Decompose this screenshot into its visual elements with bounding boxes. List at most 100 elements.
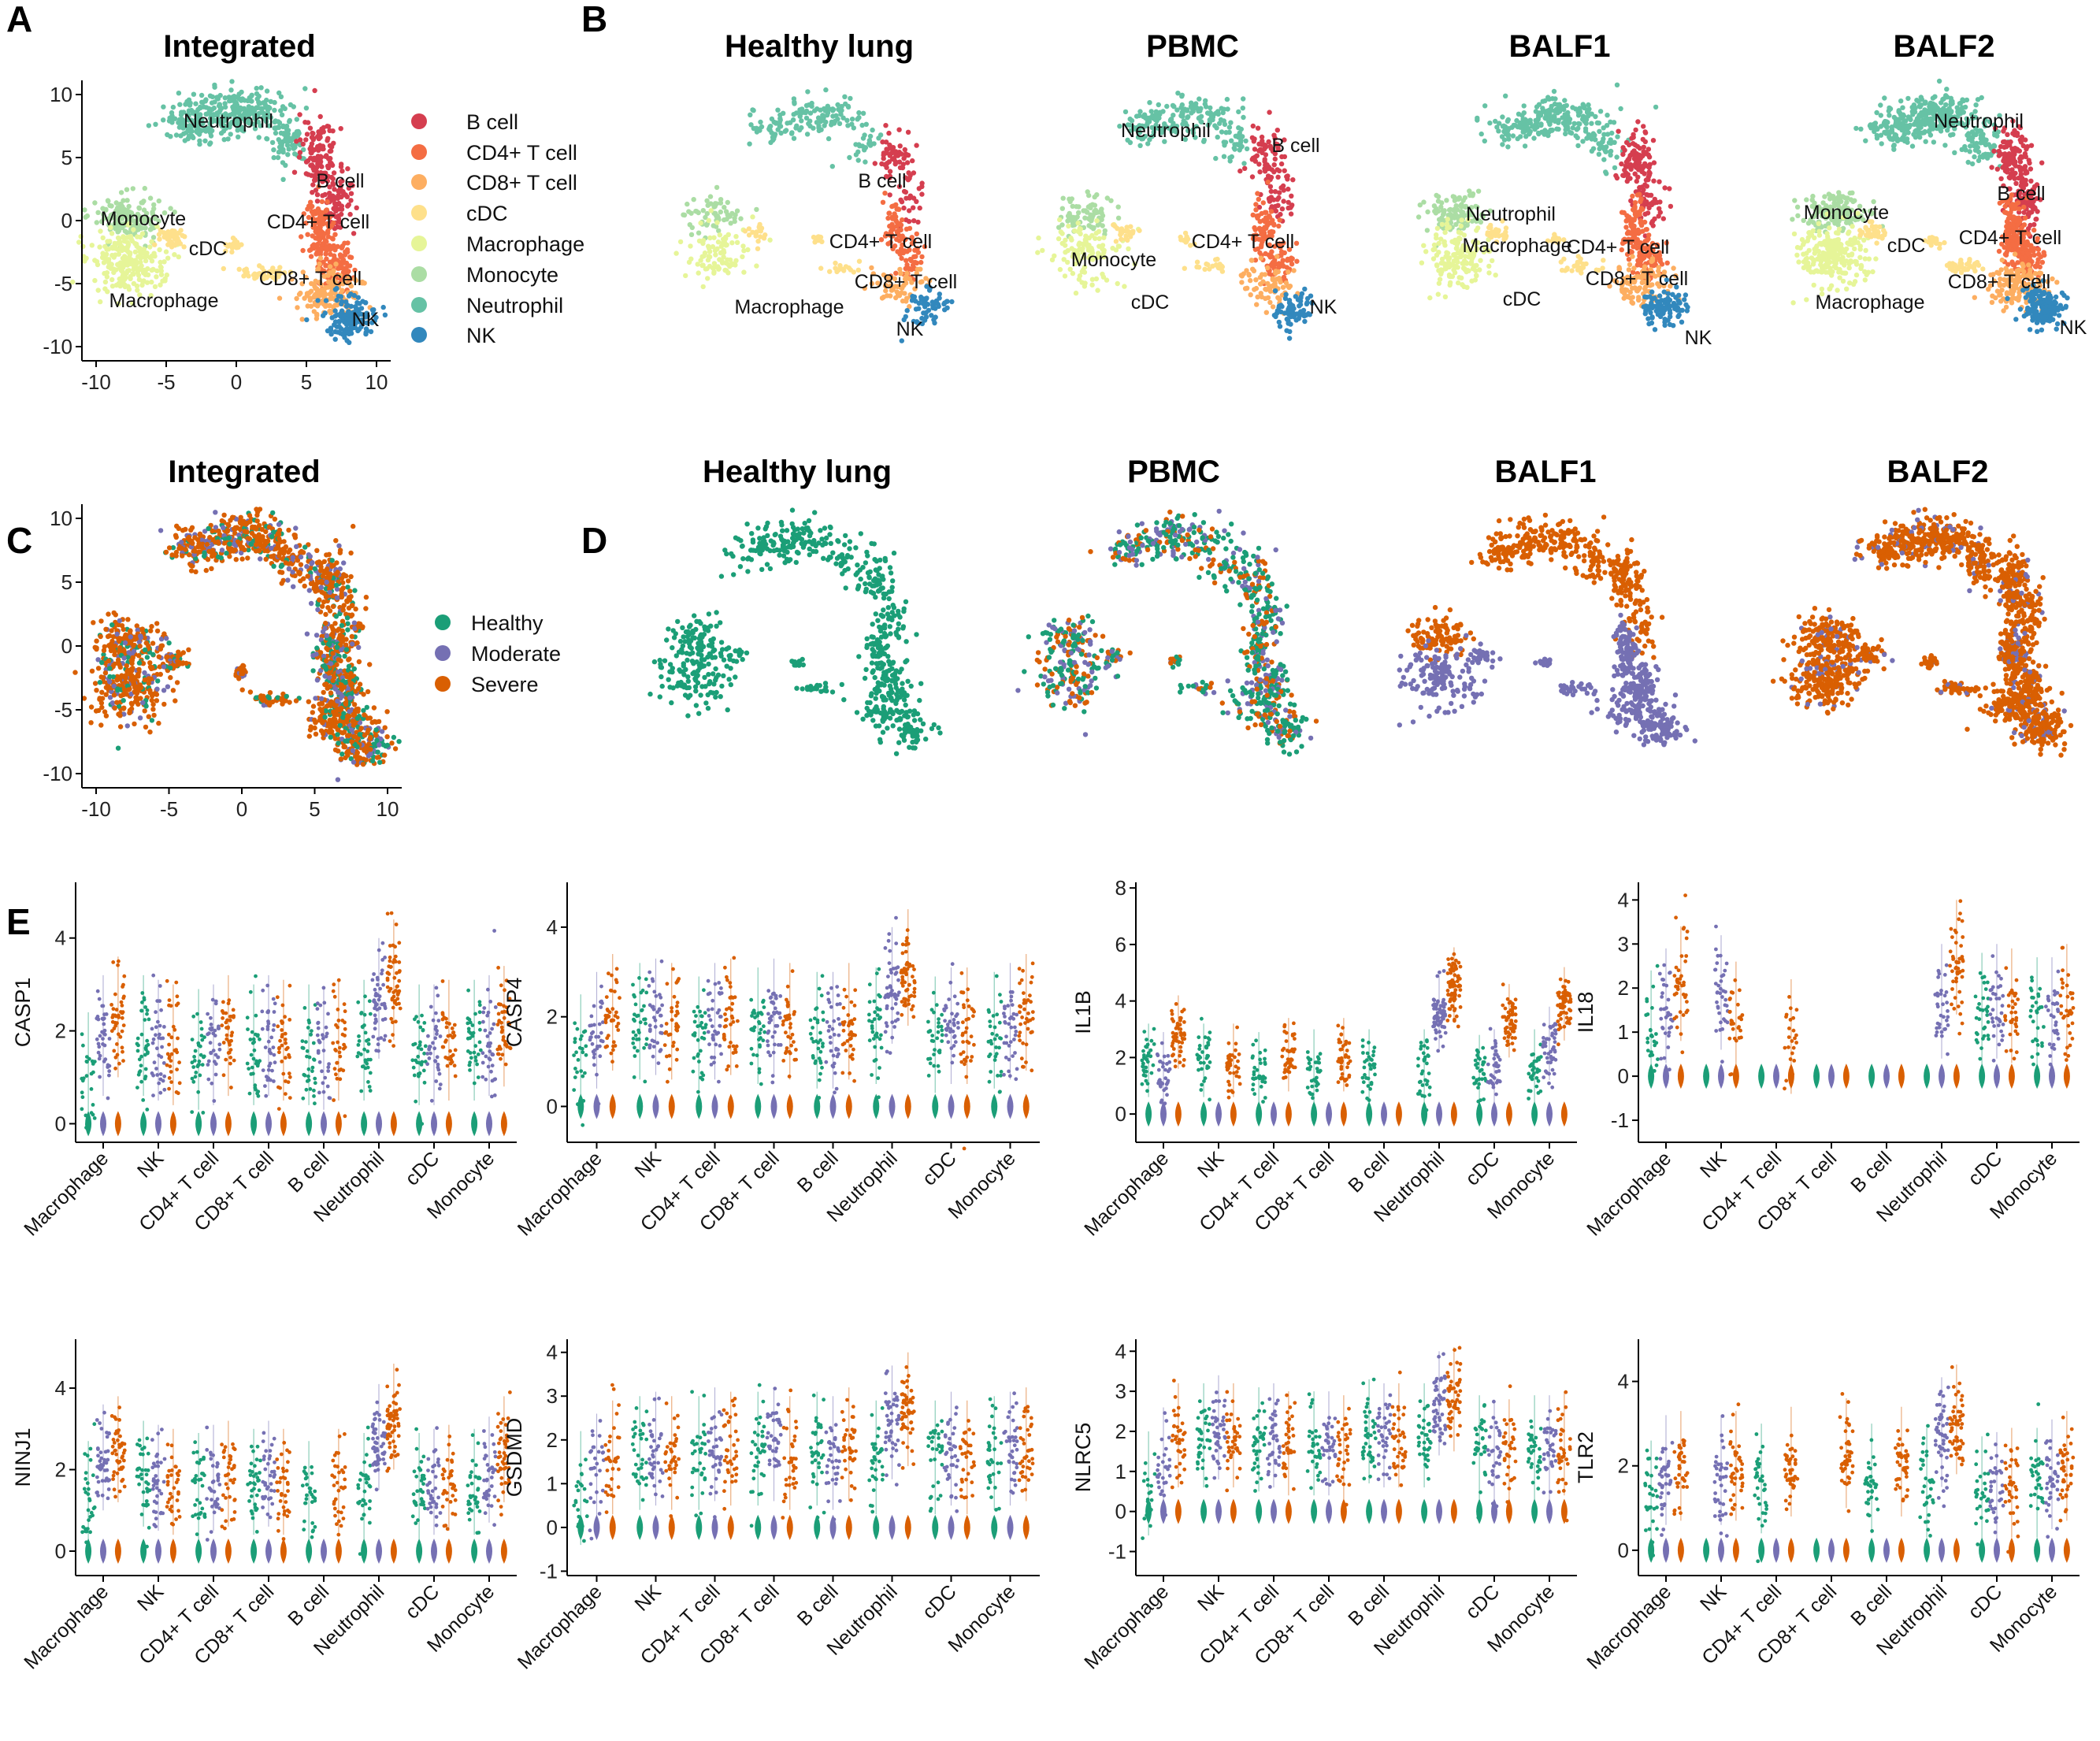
a-point bbox=[250, 272, 257, 278]
b2-point bbox=[1657, 206, 1662, 211]
b0-point bbox=[741, 269, 747, 275]
b3-point bbox=[2009, 167, 2015, 173]
b1-point bbox=[1275, 295, 1281, 300]
b0-point bbox=[923, 310, 929, 315]
b2-point bbox=[1647, 294, 1653, 299]
b1-point bbox=[1085, 189, 1090, 195]
b0-point bbox=[683, 273, 688, 279]
b2-point bbox=[1593, 137, 1598, 143]
b1-point bbox=[1281, 274, 1287, 280]
b2-point bbox=[1650, 138, 1657, 143]
b1-point bbox=[1263, 286, 1268, 292]
b1-point bbox=[1228, 120, 1234, 125]
b1-point bbox=[1279, 206, 1286, 212]
a-point bbox=[105, 239, 110, 244]
b1-point bbox=[1251, 268, 1257, 273]
b2-point bbox=[1454, 245, 1460, 251]
b0-point bbox=[727, 257, 733, 263]
a-point bbox=[236, 266, 242, 272]
b1-point bbox=[1066, 223, 1071, 229]
a-point bbox=[243, 269, 248, 276]
b3-point bbox=[1899, 121, 1905, 127]
b1-point bbox=[1093, 276, 1100, 282]
title-d-healthy-lung: Healthy lung bbox=[703, 455, 892, 489]
b0-point bbox=[807, 123, 813, 129]
b0-point bbox=[738, 216, 744, 221]
b2-point bbox=[1424, 228, 1430, 233]
b2-point bbox=[1631, 148, 1637, 154]
b2-point bbox=[1535, 130, 1542, 136]
a-point bbox=[320, 146, 325, 152]
b1-point bbox=[1272, 156, 1278, 162]
a-point bbox=[322, 191, 328, 198]
b2-point bbox=[1679, 319, 1685, 325]
a-point bbox=[121, 271, 127, 277]
b0-point bbox=[863, 121, 870, 127]
a-point bbox=[305, 158, 311, 164]
b2-point bbox=[1564, 265, 1570, 271]
b3-point bbox=[2028, 166, 2034, 172]
b3-point bbox=[1923, 99, 1928, 105]
b1-point bbox=[1258, 255, 1264, 261]
a-point bbox=[297, 150, 303, 155]
b2-point bbox=[1435, 199, 1441, 204]
b1-point bbox=[1244, 146, 1250, 152]
b1-point bbox=[1262, 169, 1268, 174]
b2-point bbox=[1542, 98, 1548, 104]
b3-point bbox=[1950, 132, 1956, 137]
a-point bbox=[276, 90, 282, 96]
b1-point bbox=[1270, 259, 1276, 265]
b2-point bbox=[1501, 128, 1507, 135]
b3-point bbox=[1991, 148, 1997, 154]
b2-point bbox=[1487, 121, 1493, 126]
b1-point bbox=[1096, 228, 1102, 234]
b0-point bbox=[754, 129, 760, 135]
b3-point bbox=[1994, 166, 2000, 172]
b2-point bbox=[1458, 209, 1464, 214]
b2-point bbox=[1540, 106, 1545, 111]
title-b-balf1: BALF1 bbox=[1509, 29, 1611, 64]
b1-point bbox=[1123, 236, 1129, 242]
b3-point bbox=[2032, 206, 2038, 212]
a-point bbox=[158, 259, 163, 265]
b3-point bbox=[1878, 102, 1883, 108]
a-point bbox=[292, 151, 298, 157]
b0-point bbox=[842, 94, 848, 100]
b2-point bbox=[1671, 323, 1676, 329]
b2-point bbox=[1625, 294, 1631, 299]
b0-point bbox=[904, 308, 910, 314]
b1-point bbox=[1099, 210, 1104, 216]
a-point bbox=[154, 274, 159, 280]
b2-point bbox=[1615, 134, 1620, 139]
a-point bbox=[98, 299, 103, 305]
b2-point bbox=[1639, 169, 1645, 174]
b2-point bbox=[1486, 270, 1492, 276]
b2-point bbox=[1634, 213, 1639, 219]
a-point bbox=[134, 243, 139, 249]
b2-point bbox=[1581, 114, 1587, 120]
b2-point bbox=[1636, 160, 1642, 165]
a-point bbox=[228, 132, 233, 137]
b1-point bbox=[1288, 314, 1293, 320]
a-point bbox=[258, 123, 263, 128]
b2-point bbox=[1632, 204, 1638, 210]
b1-point bbox=[1263, 310, 1270, 315]
b0-point bbox=[751, 108, 756, 113]
b2-point bbox=[1581, 103, 1587, 109]
a-point bbox=[121, 234, 126, 239]
b2-point bbox=[1603, 149, 1608, 154]
b1-point bbox=[1089, 282, 1095, 288]
b3-point bbox=[1977, 154, 1983, 160]
b3-point bbox=[2033, 217, 2039, 222]
b1-point bbox=[1189, 110, 1194, 116]
a-point bbox=[302, 86, 308, 91]
a-point bbox=[104, 251, 109, 258]
b1-point bbox=[1073, 290, 1079, 296]
a-point bbox=[276, 137, 281, 143]
a-point bbox=[319, 292, 325, 298]
b2-point bbox=[1597, 128, 1602, 134]
a-point bbox=[109, 231, 115, 236]
b1-point bbox=[1036, 235, 1041, 241]
b2-point bbox=[1642, 139, 1648, 145]
b3-point bbox=[1991, 143, 1997, 148]
